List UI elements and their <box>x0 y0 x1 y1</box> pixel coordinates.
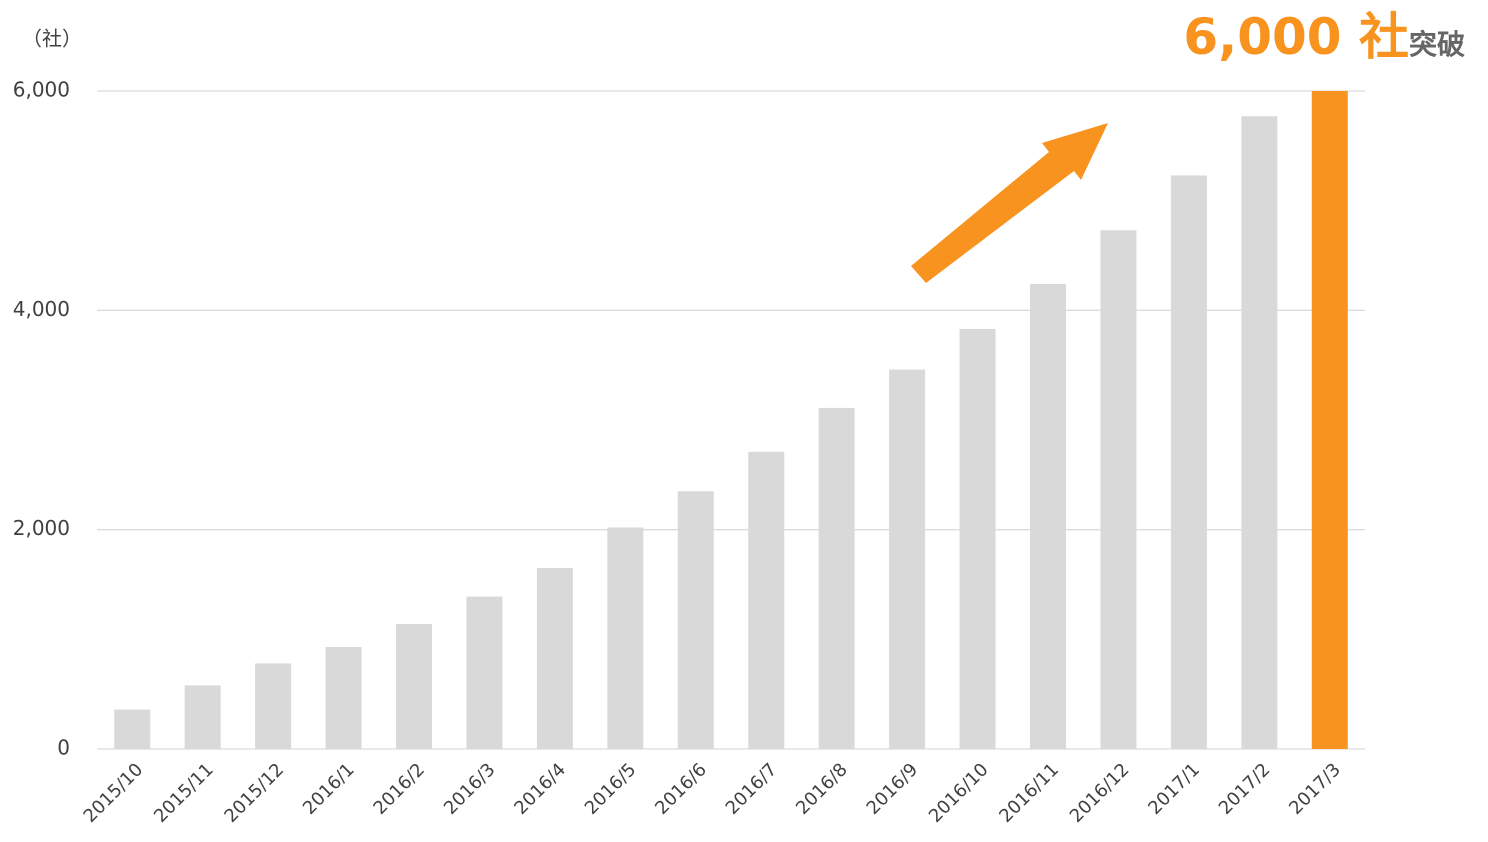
x-tick-label: 2016/1 <box>299 759 359 819</box>
bar <box>1241 116 1278 750</box>
x-tick-label: 2016/7 <box>722 759 782 819</box>
x-tick-label: 2017/3 <box>1285 759 1345 819</box>
bar <box>396 623 432 749</box>
x-tick-label: 2016/12 <box>1066 759 1134 827</box>
y-tick-label: 0 <box>57 736 70 760</box>
trend-arrow <box>911 123 1108 283</box>
bar <box>818 407 855 749</box>
x-tick-label: 2015/10 <box>80 759 148 827</box>
bar <box>325 647 362 749</box>
x-tick-label: 2016/6 <box>651 759 711 819</box>
unit-label: （社） <box>22 27 82 51</box>
annotation-main: 6,000 社 <box>1183 8 1409 66</box>
x-tick-label: 2016/10 <box>925 759 993 827</box>
x-tick-label: 2016/4 <box>510 759 570 819</box>
bar <box>536 568 573 749</box>
bar <box>114 709 151 749</box>
x-tick-label: 2016/3 <box>440 759 500 819</box>
bar <box>184 685 221 749</box>
bar <box>607 527 644 749</box>
x-tick-label: 2016/2 <box>369 759 429 819</box>
y-tick-label: 2,000 <box>13 516 70 540</box>
x-tick-label: 2017/1 <box>1144 759 1204 819</box>
annotation-suffix: 突破 <box>1409 28 1465 61</box>
x-tick-label: 2016/11 <box>995 759 1063 827</box>
bar <box>1030 284 1066 749</box>
bar <box>889 369 926 749</box>
x-tick-label: 2015/11 <box>150 759 218 827</box>
bar <box>255 663 292 749</box>
x-tick-label: 2016/9 <box>863 759 923 819</box>
bar <box>1170 175 1207 749</box>
bar <box>959 328 996 749</box>
y-tick-label: 4,000 <box>13 297 70 321</box>
y-tick-label: 6,000 <box>13 78 70 102</box>
bar <box>1100 230 1137 749</box>
annotation: 6,000 社突破 <box>1183 8 1465 66</box>
x-tick-label: 2016/8 <box>792 759 852 819</box>
x-tick-label: 2015/12 <box>220 759 288 827</box>
x-tick-label: 2017/2 <box>1215 759 1275 819</box>
bar <box>677 491 714 749</box>
x-tick-label: 2016/5 <box>581 759 641 819</box>
bar <box>748 451 785 749</box>
bar <box>466 596 503 749</box>
bar <box>1311 91 1348 749</box>
